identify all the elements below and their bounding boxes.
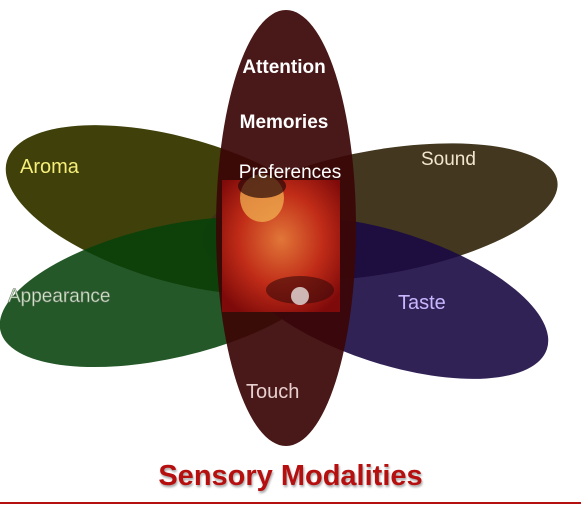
- appearance-label: Appearance: [8, 286, 110, 307]
- sound-label: Sound: [421, 149, 476, 170]
- aroma-label: Aroma: [20, 156, 80, 178]
- preferences-label: Preferences: [239, 162, 341, 183]
- taste-label: Taste: [398, 292, 446, 314]
- attention-label: Attention: [242, 57, 325, 78]
- flower-graphic: Aroma Sound Appearance Taste Touch Atten…: [0, 10, 558, 446]
- touch-label: Touch: [246, 381, 299, 403]
- diagram-title: Sensory Modalities: [158, 460, 423, 492]
- memories-label: Memories: [240, 112, 329, 133]
- center-photo: [222, 174, 340, 312]
- title-underline: [0, 502, 581, 504]
